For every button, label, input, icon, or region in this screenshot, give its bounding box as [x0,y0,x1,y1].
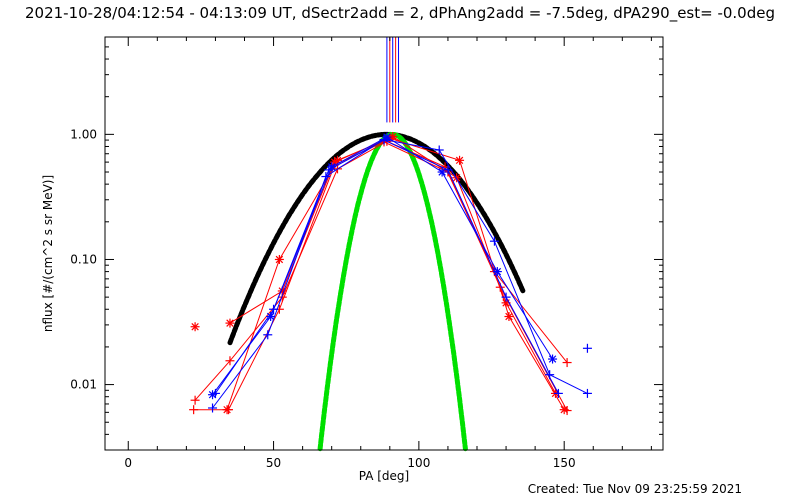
data-point [263,330,273,340]
data-point [190,395,200,405]
series-7 [210,135,563,398]
data-point [190,322,200,332]
chart-title: 2021-10-28/04:12:54 - 04:13:09 UT, dSect… [24,4,775,22]
data-point [225,318,235,328]
data-point [562,358,572,368]
series-6 [208,132,558,400]
data-point [324,165,334,175]
plot-frame [104,36,664,451]
created-timestamp: Created: Tue Nov 09 23:25:59 2021 [527,482,742,496]
data-point [222,405,232,415]
series-line [212,138,588,409]
data-point [443,165,453,175]
data-point [266,312,276,322]
y-tick-label: 0.01 [70,378,97,392]
data-point [269,304,279,314]
series-line [193,141,568,411]
series-line [194,140,568,401]
series-8 [582,343,592,353]
data-point [437,167,447,177]
data-point [548,354,558,364]
series-5 [208,134,592,413]
y-axis-label: nflux [#/(cm^2 s sr MeV)] [41,175,55,332]
data-point [582,388,592,398]
data-point [189,405,199,415]
y-tick-label: 1.00 [70,127,97,141]
data-point [379,135,389,145]
series-4 [190,322,200,332]
data-point [208,403,218,413]
series-line [229,136,556,394]
data-point [225,356,235,366]
data-point [455,155,465,165]
y-tick-label: 0.10 [70,252,97,266]
x-tick-label: 150 [553,456,576,470]
data-point [504,312,514,322]
data-point [582,343,592,353]
fit-curves [227,131,526,452]
fit-curve-green [317,131,468,452]
fit-curve-black [227,131,526,346]
series-line [214,139,559,394]
data-point [553,388,563,398]
x-tick-label: 50 [266,456,281,470]
data-point [501,292,511,302]
data-point [489,236,499,246]
data-series [189,132,592,416]
axes: 0 50 100 150 0.01 0.10 1.00 [70,36,663,470]
data-point [274,254,284,264]
x-tick-label: 100 [407,456,430,470]
x-tick-label: 0 [124,456,132,470]
data-point [210,388,220,398]
data-point [208,390,218,400]
data-point [434,145,444,155]
vertical-markers [386,37,400,123]
x-axis-label: PA [deg] [359,469,409,483]
data-point [559,405,569,415]
